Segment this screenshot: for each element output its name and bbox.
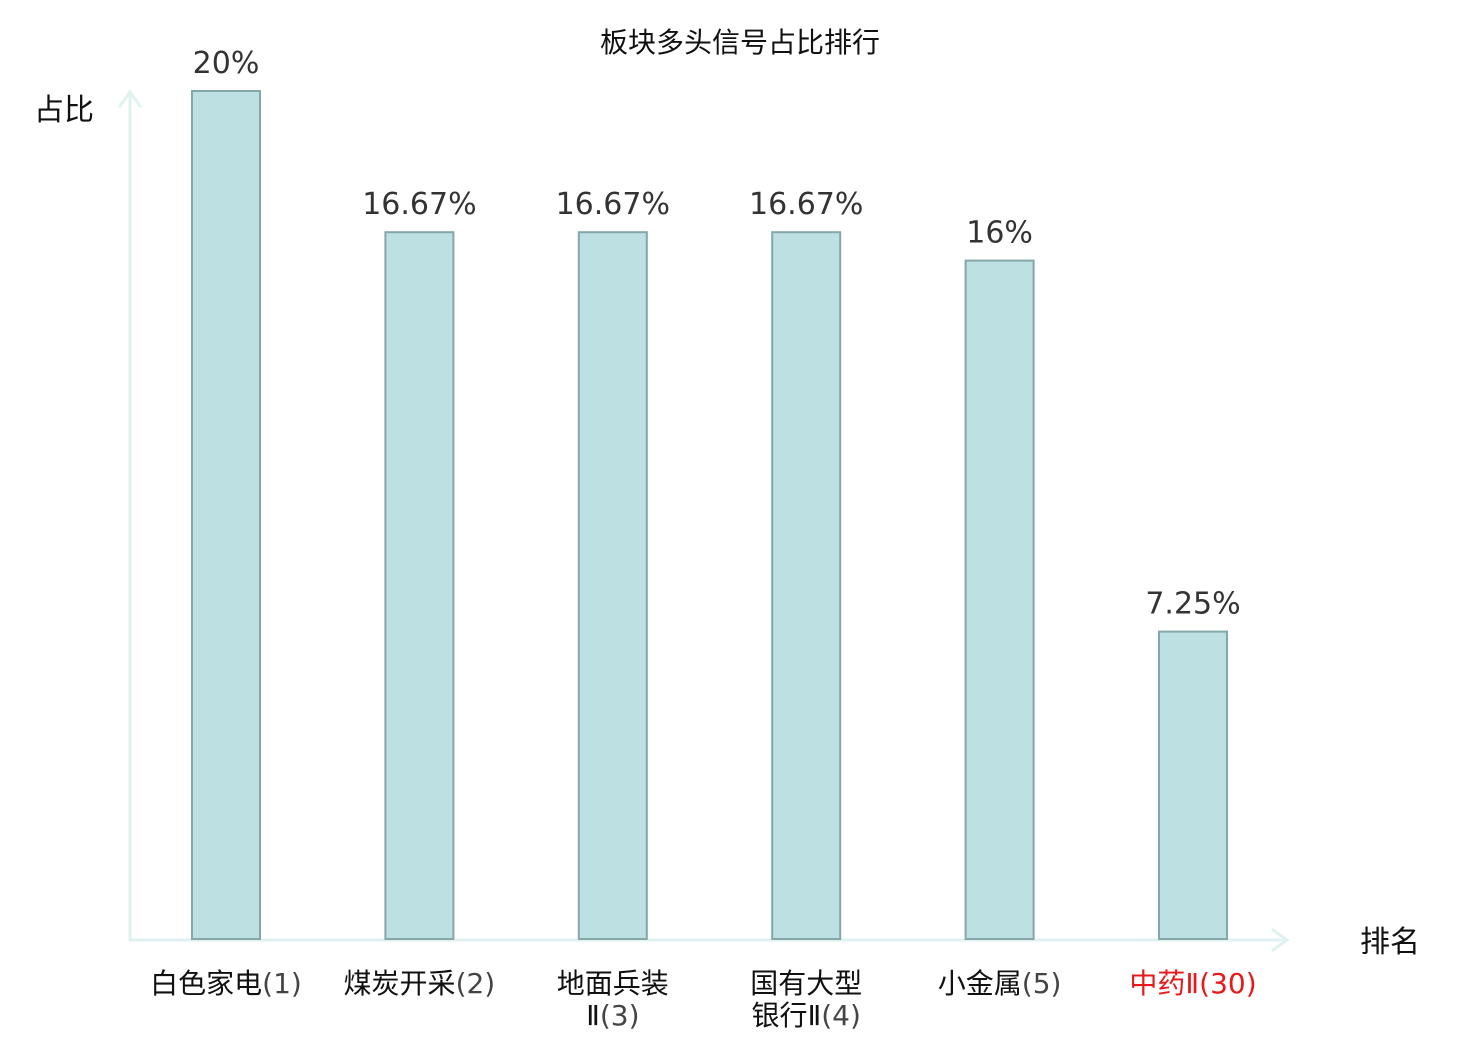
bar-value-label: 16.67% xyxy=(556,187,670,222)
category-rank: (3) xyxy=(600,999,640,1032)
category-name: 国有大型 xyxy=(750,967,862,1000)
category-name: 银行Ⅱ xyxy=(751,999,821,1032)
category-tick-label: 银行Ⅱ(4) xyxy=(751,999,860,1032)
bar-value-label: 20% xyxy=(193,46,260,81)
category-tick-label: 煤炭开采(2) xyxy=(344,967,496,1000)
bar xyxy=(191,90,261,940)
category-tick-label: 中药Ⅱ(30) xyxy=(1129,967,1256,1000)
category-tick-label: Ⅱ(3) xyxy=(586,999,639,1032)
x-axis-arrow xyxy=(1271,928,1290,952)
category-rank: (5) xyxy=(1022,967,1062,1000)
category-name: 白色家电 xyxy=(150,967,262,1000)
category-tick-label: 国有大型 xyxy=(750,967,862,1000)
y-axis-label: 占比 xyxy=(34,93,94,128)
category-rank: (30) xyxy=(1199,967,1256,1000)
bar-value-label: 16.67% xyxy=(749,187,863,222)
category-tick-label: 小金属(5) xyxy=(938,967,1062,1000)
category-rank: (4) xyxy=(821,999,861,1032)
value-labels: 20% 16.67% 16.67% 16.67% 16% 7.25% xyxy=(193,46,1241,622)
category-name: 地面兵装 xyxy=(557,967,669,1000)
x-axis-label: 排名 xyxy=(1360,925,1420,960)
bar xyxy=(771,231,842,940)
bar xyxy=(384,231,455,940)
category-name: 小金属 xyxy=(938,967,1022,1000)
category-name: 煤炭开采 xyxy=(344,967,456,1000)
bar xyxy=(1158,630,1228,940)
category-name: Ⅱ xyxy=(586,999,600,1032)
category-rank: (1) xyxy=(262,967,302,1000)
category-tick-label: 白色家电(1) xyxy=(150,967,302,1000)
bar-value-label: 16% xyxy=(966,216,1033,251)
category-name: 中药Ⅱ xyxy=(1129,967,1199,1000)
bars xyxy=(191,90,1228,941)
category-rank: (2) xyxy=(456,967,496,1000)
bar-value-label: 16.67% xyxy=(362,187,476,222)
bar-value-label: 7.25% xyxy=(1145,587,1240,622)
category-tick-label: 地面兵装 xyxy=(557,967,669,1000)
bar xyxy=(964,259,1035,941)
bar xyxy=(577,231,648,940)
axes xyxy=(118,89,1290,952)
y-axis-arrow xyxy=(118,89,142,108)
chart-title: 板块多头信号占比排行 xyxy=(600,26,880,59)
